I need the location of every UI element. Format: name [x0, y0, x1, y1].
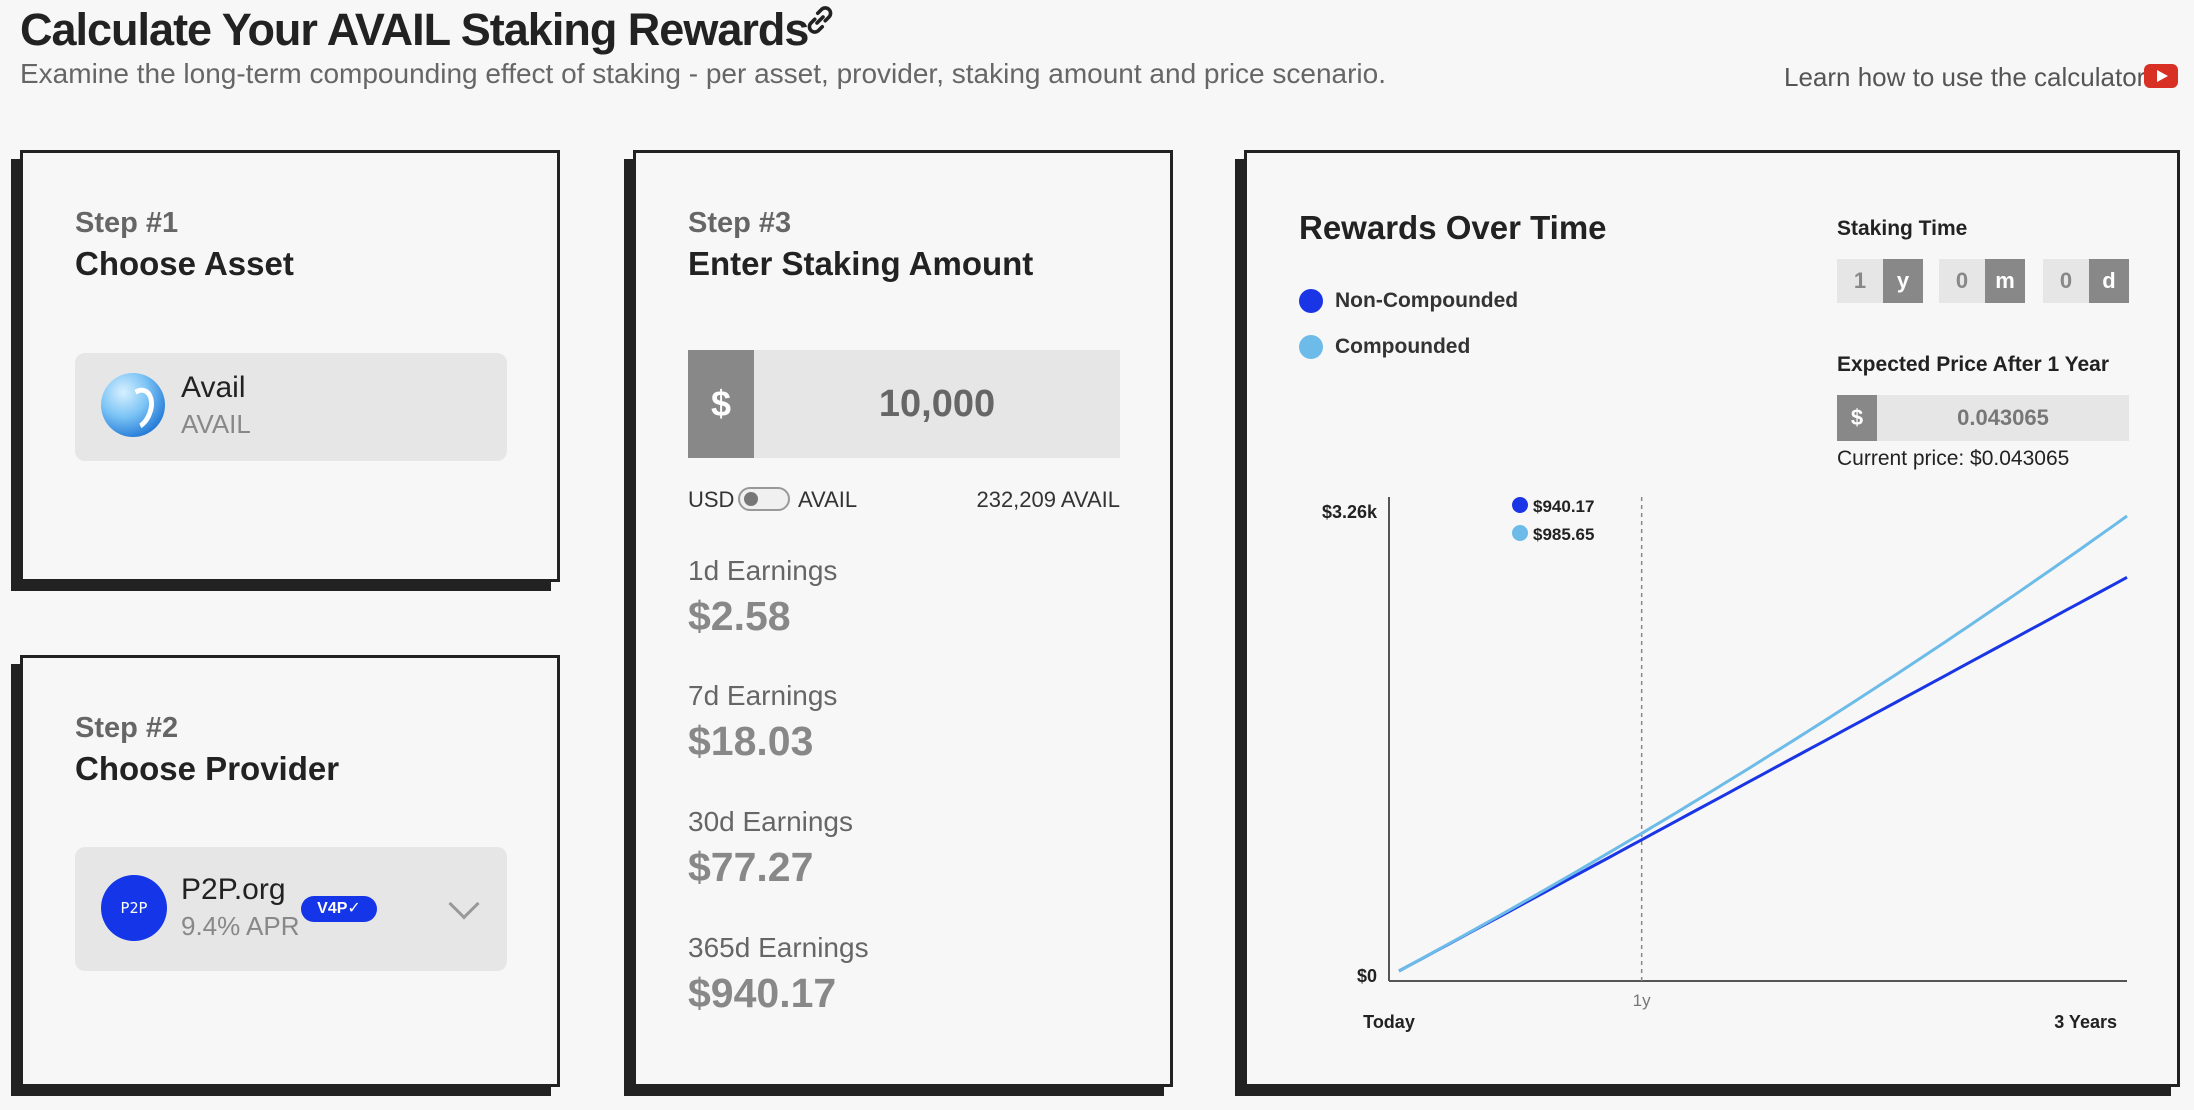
page-title: Calculate Your AVAIL Staking Rewards — [20, 4, 809, 55]
price-dollar-prefix: $ — [1837, 395, 1877, 441]
earnings-365d-value: $940.17 — [688, 970, 837, 1016]
rewards-title: Rewards Over Time — [1299, 209, 1607, 246]
tooltip-value-compounded: $985.65 — [1533, 525, 1594, 544]
unit-toggle[interactable] — [738, 487, 790, 511]
legend-label: Non-Compounded — [1335, 289, 1519, 312]
step1-title: Choose Asset — [75, 245, 294, 282]
days-unit: d — [2089, 259, 2129, 303]
tooltip-value-non-compounded: $940.17 — [1533, 497, 1594, 516]
link-icon[interactable] — [802, 2, 838, 38]
unit-toggle-row: USD AVAIL 232,209 AVAIL — [688, 483, 1120, 513]
x-tick-end: 3 Years — [2054, 1012, 2117, 1032]
y-tick-max: $3.26k — [1322, 502, 1378, 522]
legend-dot-non-compounded — [1299, 289, 1323, 313]
asset-name: Avail — [181, 371, 246, 404]
legend-dot-compounded — [1299, 335, 1323, 359]
provider-name: P2P.org — [181, 873, 286, 906]
step2-label: Step #2 — [75, 712, 179, 744]
chevron-down-icon[interactable] — [448, 888, 480, 920]
earnings-365d-label: 365d Earnings — [688, 932, 869, 963]
provider-apr: 9.4% APR — [181, 911, 300, 941]
unit-avail-label: AVAIL — [798, 487, 858, 512]
step1-card: Step #1 Choose Asset Avail AVAIL — [20, 150, 560, 582]
expected-price-input[interactable]: $ 0.043065 — [1837, 395, 2129, 441]
series-line-compounded — [1398, 514, 2128, 973]
rewards-card: Rewards Over Time Non-Compounded Compoun… — [1244, 150, 2180, 1087]
days-input[interactable]: 0 — [2043, 259, 2089, 303]
earnings-7d-label: 7d Earnings — [688, 680, 838, 711]
step2-title: Choose Provider — [75, 750, 340, 787]
step3-label: Step #3 — [688, 207, 792, 239]
unit-usd-label: USD — [688, 487, 735, 512]
months-unit: m — [1985, 259, 2025, 303]
step3-card: Step #3 Enter Staking Amount $ 10,000 US… — [633, 150, 1173, 1087]
earnings-1d-value: $2.58 — [688, 593, 791, 639]
asset-selector[interactable]: Avail AVAIL — [75, 353, 507, 461]
p2p-logo-icon: P2P — [101, 875, 167, 941]
current-price: Current price: $0.043065 — [1837, 447, 2070, 470]
legend-label: Compounded — [1335, 335, 1471, 358]
tooltip-dot-compounded — [1512, 525, 1528, 541]
staking-time-months[interactable]: 0 m — [1939, 259, 2025, 303]
months-input[interactable]: 0 — [1939, 259, 1985, 303]
expected-price-label: Expected Price After 1 Year — [1837, 353, 2109, 376]
earnings-1d-label: 1d Earnings — [688, 555, 838, 586]
staking-amount-input[interactable]: $ 10,000 — [688, 350, 1120, 458]
tooltip-dot-non-compounded — [1512, 497, 1528, 513]
y-tick-min: $0 — [1357, 966, 1377, 986]
x-tick-start: Today — [1363, 1012, 1415, 1032]
step1-label: Step #1 — [75, 207, 179, 239]
avail-logo-icon — [101, 373, 165, 437]
provider-selector[interactable]: P2P P2P.org V4P✓ 9.4% APR — [75, 847, 507, 971]
years-input[interactable]: 1 — [1837, 259, 1883, 303]
earnings-7d-value: $18.03 — [688, 718, 814, 764]
converted-amount: 232,209 AVAIL — [976, 487, 1120, 512]
staking-amount-value[interactable]: 10,000 — [878, 382, 996, 425]
staking-time-days[interactable]: 0 d — [2043, 259, 2129, 303]
youtube-icon[interactable] — [2144, 64, 2178, 88]
staking-time-label: Staking Time — [1837, 217, 1968, 240]
earnings-30d-label: 30d Earnings — [688, 806, 854, 837]
x-tick-marker: 1y — [1633, 991, 1651, 1010]
dollar-prefix: $ — [688, 350, 754, 458]
step2-card: Step #2 Choose Provider P2P P2P.org V4P✓… — [20, 655, 560, 1087]
earnings-30d-value: $77.27 — [688, 844, 814, 890]
rewards-chart[interactable]: $3.26k $0 Today 1y 3 Years $940.17 $985.… — [1247, 153, 2177, 1084]
legend-non-compounded: Non-Compounded — [1299, 289, 1518, 313]
staking-time-years[interactable]: 1 y — [1837, 259, 1923, 303]
verified-badge: V4P✓ — [301, 896, 377, 922]
years-unit: y — [1883, 259, 1923, 303]
expected-price-value[interactable]: 0.043065 — [1957, 405, 2049, 430]
step3-title: Enter Staking Amount — [688, 245, 1034, 282]
legend-compounded: Compounded — [1299, 335, 1470, 359]
page-subtitle: Examine the long-term compounding effect… — [20, 58, 1386, 89]
asset-symbol: AVAIL — [181, 409, 251, 439]
learn-calculator-link[interactable]: Learn how to use the calculator — [1784, 62, 2146, 92]
